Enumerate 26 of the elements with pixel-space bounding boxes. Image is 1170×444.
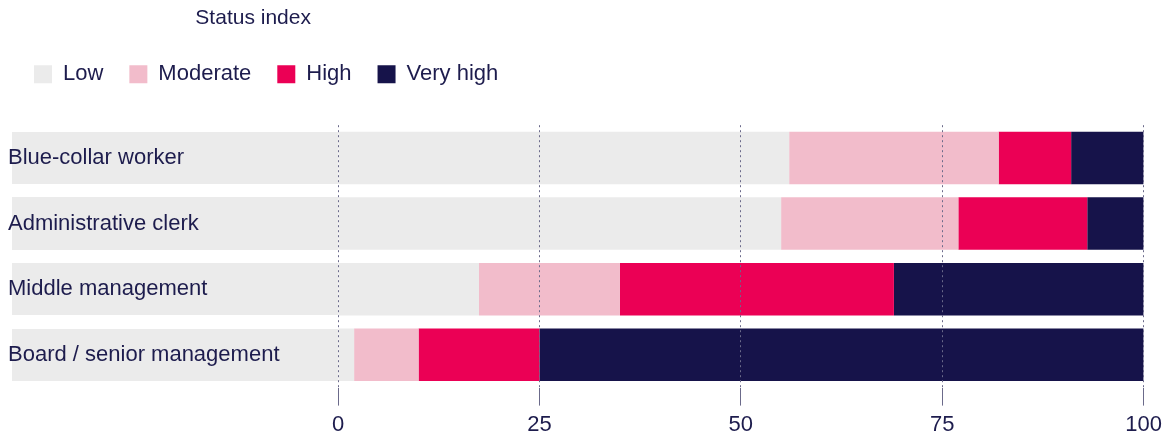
bar	[478, 262, 620, 316]
y-tick-label: Middle management	[8, 275, 208, 301]
y-tick-label: Blue-collar worker	[8, 144, 185, 170]
legend-title: Status index	[195, 5, 312, 29]
bar	[354, 328, 419, 382]
x-tick-label: 25	[527, 410, 552, 436]
y-tick-label: Administrative clerk	[8, 209, 200, 235]
bar	[1087, 197, 1144, 250]
x-tick-label: 100	[1125, 410, 1163, 436]
bar	[418, 328, 540, 382]
y-tick-label: Board / senior management	[8, 340, 280, 366]
bar	[958, 197, 1088, 250]
legend-label: Very high	[406, 60, 499, 86]
legend-label: High	[306, 60, 352, 86]
bar	[789, 131, 999, 185]
x-tick-label: 75	[929, 410, 955, 436]
x-tick-label: 0	[331, 410, 345, 436]
bar	[1071, 131, 1144, 185]
bar	[893, 262, 1144, 316]
bar	[998, 131, 1072, 185]
x-tick-label: 50	[728, 410, 754, 436]
legend-label: Moderate	[158, 60, 252, 86]
bar	[539, 328, 1144, 382]
legend-label: Low	[63, 60, 104, 86]
bar	[781, 197, 959, 250]
bar	[619, 262, 894, 316]
